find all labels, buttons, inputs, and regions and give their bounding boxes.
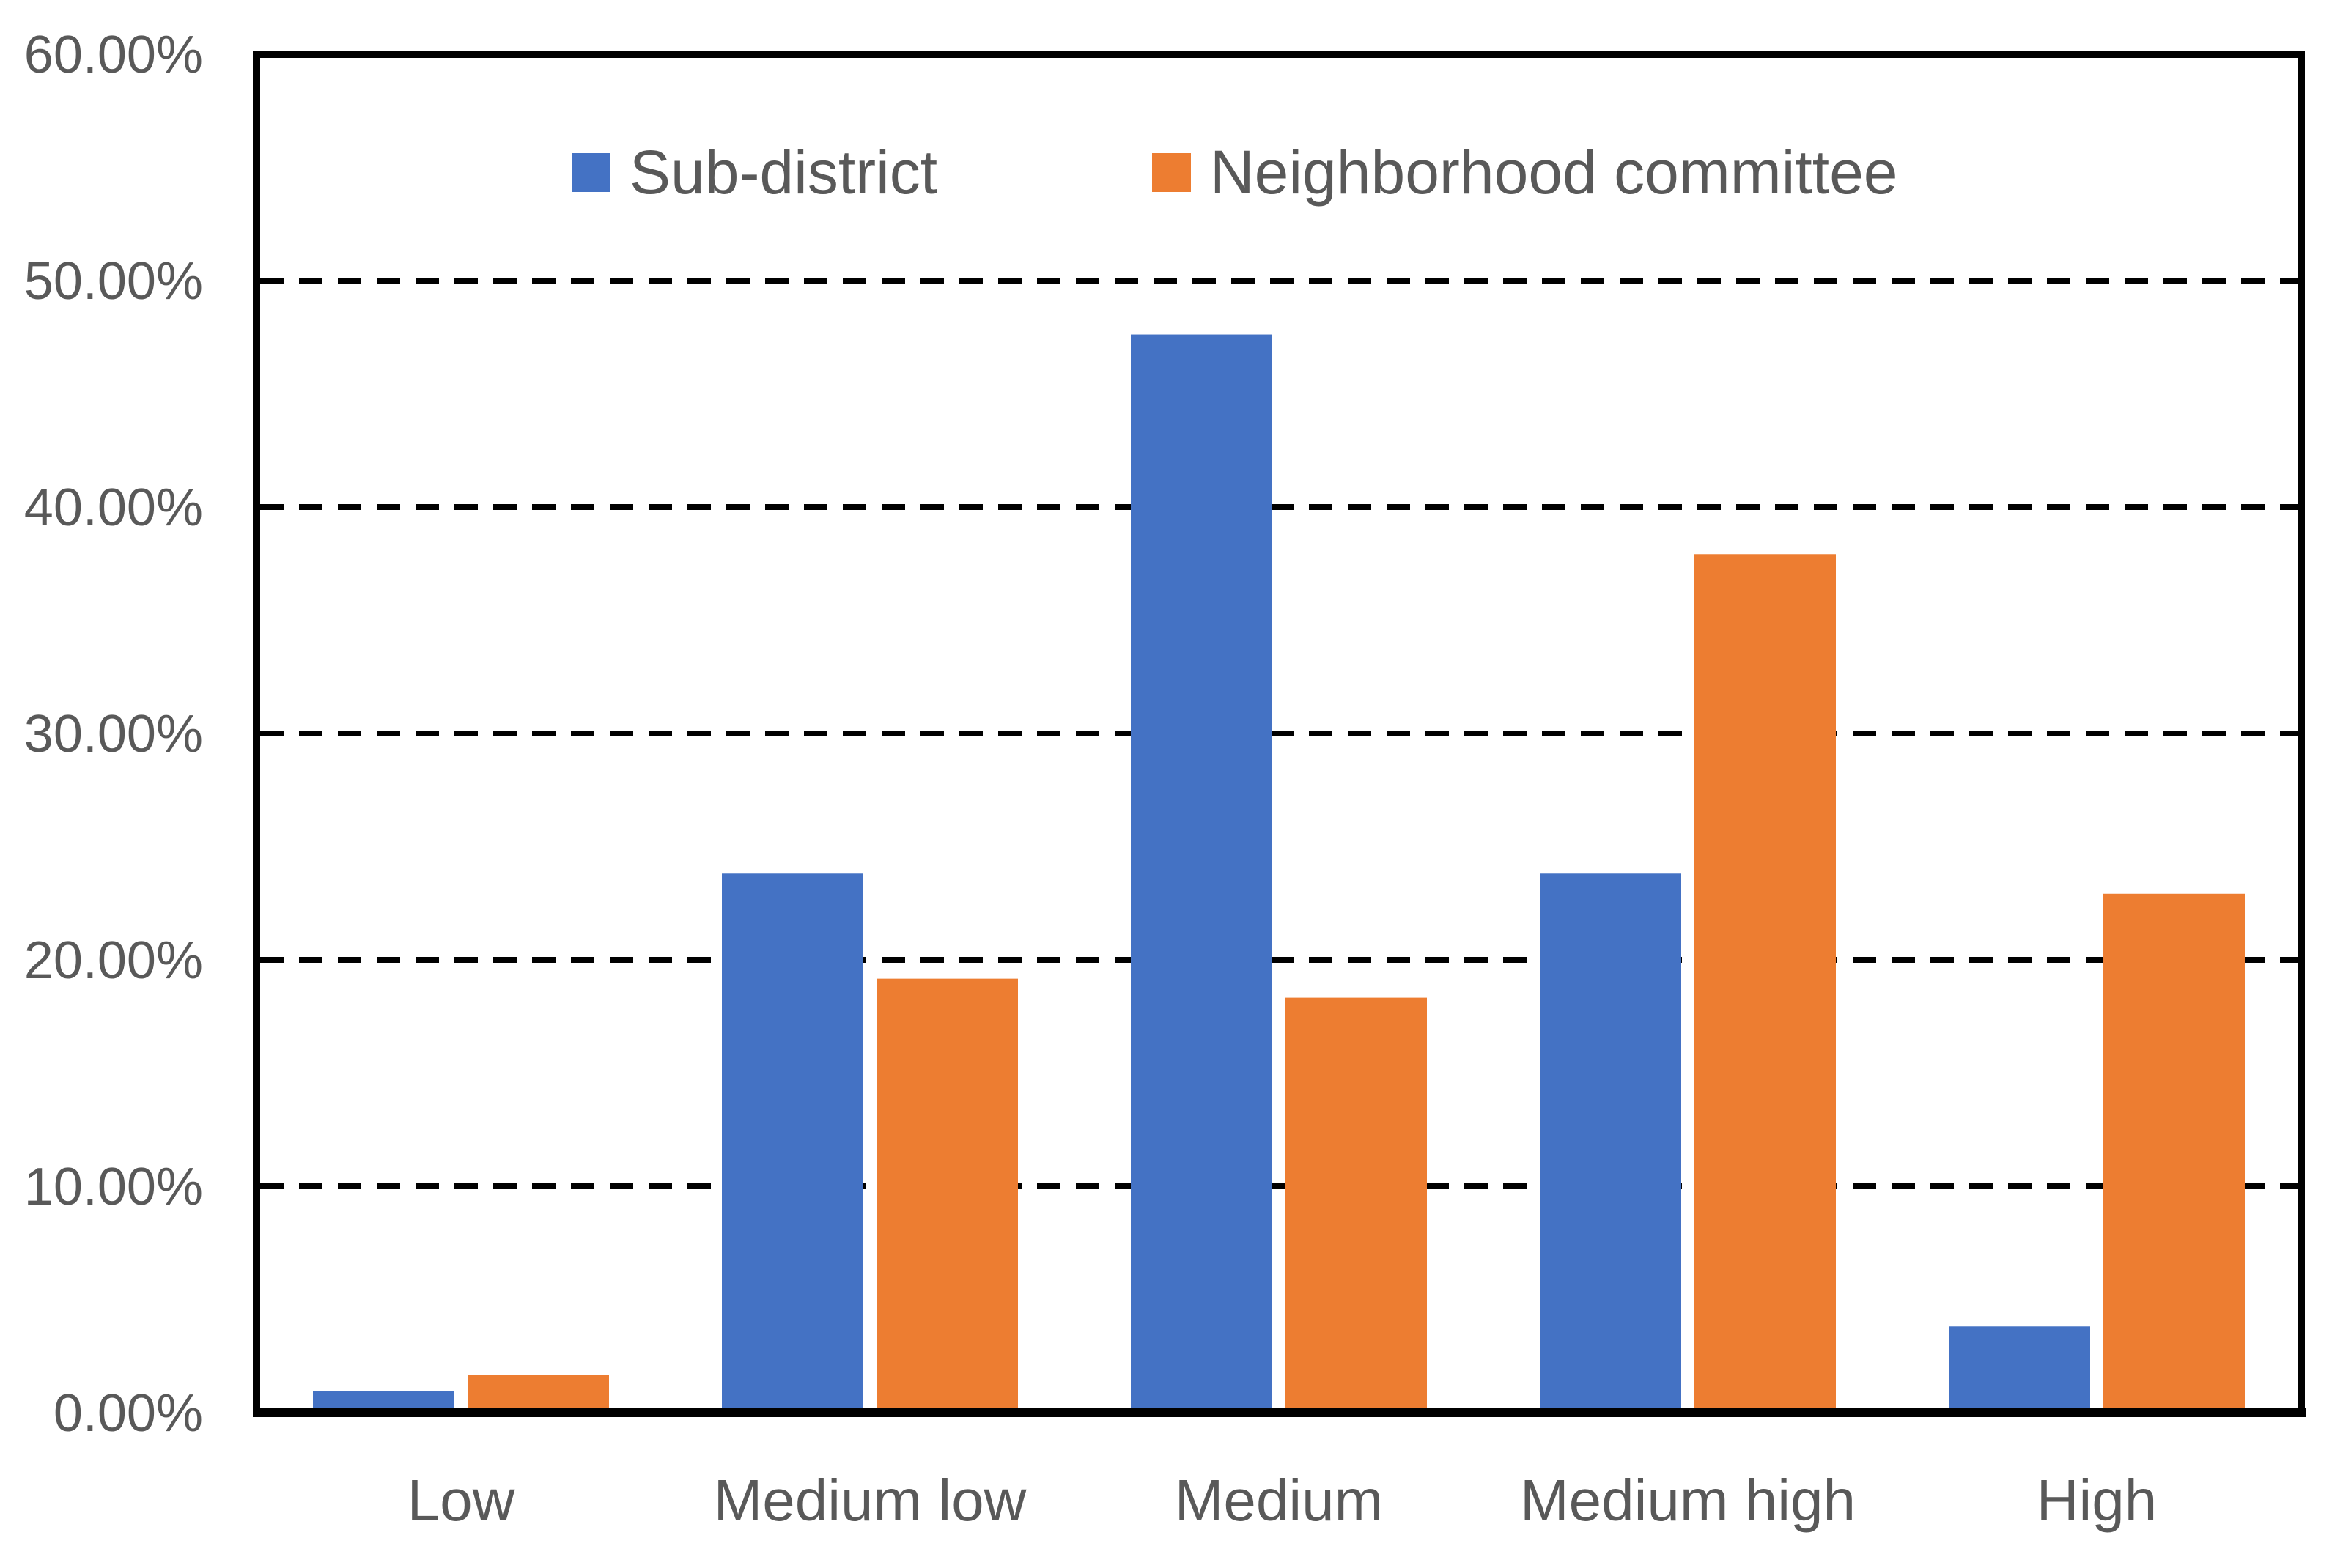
- bar-neighborhood-committee-high: [2103, 893, 2245, 1413]
- bar-neighborhood-committee-medium: [1285, 997, 1427, 1413]
- legend-item-sub-district: Sub-district: [572, 133, 937, 211]
- bar-sub-district-high: [1949, 1326, 2090, 1413]
- x-axis-label-medium-low: Medium low: [714, 1468, 1027, 1533]
- legend-swatch-neighborhood-committee: [1152, 152, 1191, 192]
- y-axis-label-1: 10.00%: [24, 1158, 203, 1216]
- bar-neighborhood-committee-medium-low: [877, 978, 1018, 1413]
- y-axis-label-5: 50.00%: [24, 252, 203, 311]
- bar-sub-district-medium-high: [1540, 873, 1681, 1413]
- x-axis-label-medium-high: Medium high: [1520, 1468, 1856, 1533]
- y-axis-label-2: 20.00%: [24, 931, 203, 990]
- bar-sub-district-medium-low: [722, 873, 863, 1413]
- bar-neighborhood-committee-medium-high: [1694, 554, 1836, 1413]
- legend-label-neighborhood-committee: Neighborhood committee: [1210, 137, 1898, 207]
- x-axis-label-medium: Medium: [1175, 1468, 1384, 1533]
- legend-label-sub-district: Sub-district: [630, 137, 938, 207]
- legend-item-neighborhood-committee: Neighborhood committee: [1152, 133, 1898, 211]
- y-axis-label-0: 0.00%: [53, 1384, 203, 1443]
- bar-neighborhood-committee-low: [468, 1375, 609, 1413]
- y-axis-label-3: 30.00%: [24, 705, 203, 763]
- x-axis-label-high: High: [2037, 1468, 2158, 1533]
- bar-sub-district-medium: [1131, 334, 1272, 1413]
- legend-swatch-sub-district: [572, 152, 610, 192]
- y-axis-label-6: 60.00%: [24, 26, 203, 84]
- y-axis-label-4: 40.00%: [24, 478, 203, 537]
- x-axis-label-low: Low: [407, 1468, 515, 1533]
